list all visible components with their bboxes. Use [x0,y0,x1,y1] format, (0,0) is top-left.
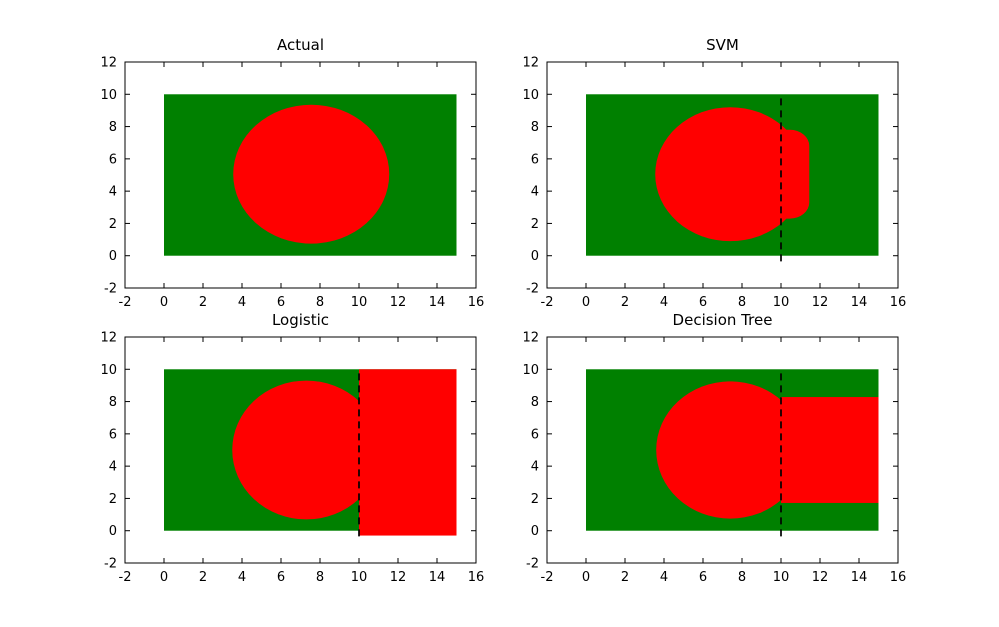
svg-text:6: 6 [277,295,285,310]
svg-text:2: 2 [199,295,207,310]
svg-text:16: 16 [890,570,907,585]
svg-text:10: 10 [522,363,539,378]
svg-text:14: 14 [851,570,868,585]
svg-text:0: 0 [109,249,117,264]
subplot-decision-tree: -2 0 2 4 6 8 10 12 14 16 -2 0 2 4 6 8 10 12 [522,331,907,586]
subplot-title-svm: SVM [706,36,739,54]
svg-text:6: 6 [109,427,117,442]
svg-text:8: 8 [109,120,117,135]
subplot-title-actual: Actual [277,36,324,54]
svg-text:2: 2 [621,570,629,585]
svg-text:12: 12 [522,56,539,71]
svg-text:10: 10 [773,570,790,585]
svg-text:12: 12 [390,570,407,585]
svg-text:4: 4 [660,295,668,310]
svg-text:0: 0 [109,524,117,539]
subplot-title-decision-tree: Decision Tree [672,311,773,329]
svg-text:8: 8 [316,570,324,585]
svg-text:-2: -2 [119,570,132,585]
svg-text:6: 6 [699,570,707,585]
svg-text:2: 2 [531,217,539,232]
svg-text:4: 4 [531,185,539,200]
svg-text:8: 8 [738,570,746,585]
subplot-title-logistic: Logistic [271,311,330,329]
svg-text:6: 6 [699,295,707,310]
svg-text:14: 14 [429,295,446,310]
svg-text:2: 2 [531,492,539,507]
svg-text:8: 8 [316,295,324,310]
svg-text:12: 12 [522,331,539,346]
svg-text:4: 4 [238,570,246,585]
svg-text:4: 4 [109,185,117,200]
svg-text:6: 6 [277,570,285,585]
svg-text:0: 0 [531,524,539,539]
svg-text:16: 16 [468,295,485,310]
svg-text:16: 16 [890,295,907,310]
subplot-actual: -2 0 2 4 6 8 10 12 14 16 -2 0 2 4 6 8 10 12 [100,56,485,311]
svg-text:12: 12 [812,295,829,310]
svg-text:-2: -2 [119,295,132,310]
svg-text:-2: -2 [526,282,539,297]
svg-text:2: 2 [109,492,117,507]
svg-text:4: 4 [660,570,668,585]
svg-text:10: 10 [351,295,368,310]
svg-text:12: 12 [100,331,117,346]
subplot-logistic: -2 0 2 4 6 8 10 12 14 16 -2 0 2 4 6 8 10 12 [100,331,485,586]
svg-text:-2: -2 [526,557,539,572]
svg-text:8: 8 [738,295,746,310]
svg-text:12: 12 [812,570,829,585]
svg-text:6: 6 [109,152,117,167]
svg-text:10: 10 [100,88,117,103]
svg-text:6: 6 [531,427,539,442]
svg-text:-2: -2 [541,570,554,585]
svg-text:12: 12 [100,56,117,71]
svg-text:0: 0 [582,570,590,585]
svg-text:-2: -2 [104,557,117,572]
svg-text:10: 10 [773,295,790,310]
svg-text:16: 16 [468,570,485,585]
svg-text:0: 0 [531,249,539,264]
svg-text:2: 2 [621,295,629,310]
svg-text:8: 8 [109,395,117,410]
svg-text:8: 8 [531,395,539,410]
svg-text:12: 12 [390,295,407,310]
svg-text:4: 4 [531,460,539,475]
svg-text:4: 4 [109,460,117,475]
svg-text:2: 2 [199,570,207,585]
svg-text:0: 0 [160,570,168,585]
svg-text:4: 4 [238,295,246,310]
svg-text:14: 14 [851,295,868,310]
svg-text:-2: -2 [541,295,554,310]
svg-text:8: 8 [531,120,539,135]
svg-text:2: 2 [109,217,117,232]
svg-text:10: 10 [100,363,117,378]
svg-text:14: 14 [429,570,446,585]
svg-text:10: 10 [351,570,368,585]
svg-text:10: 10 [522,88,539,103]
subplot-svm: -2 0 2 4 6 8 10 12 14 16 -2 0 2 4 6 8 10 12 [522,56,907,311]
svg-text:0: 0 [160,295,168,310]
svg-text:-2: -2 [104,282,117,297]
svg-text:0: 0 [582,295,590,310]
svg-text:6: 6 [531,152,539,167]
